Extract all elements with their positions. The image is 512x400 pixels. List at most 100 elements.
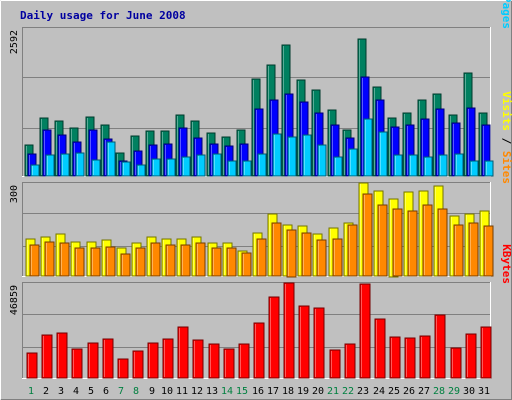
bar-kbytes: 2: 21300 — [41, 334, 53, 379]
bar-sites: 10: 100 — [165, 244, 176, 277]
x-axis-day-label: 24 — [373, 386, 385, 397]
bar-pages: 28: 360 — [438, 154, 448, 177]
x-axis-day-label: 22 — [342, 386, 354, 397]
x-axis-day-label: 25 — [388, 386, 400, 397]
y-axis-max-label: 2592 — [9, 30, 20, 54]
bar-sites: 8: 90 — [135, 247, 146, 277]
bar-pages: 21: 340 — [333, 156, 343, 177]
bar-kbytes: 29: 14600 — [450, 347, 462, 379]
bar-sites: 4: 90 — [74, 247, 85, 277]
bar-kbytes: 1: 12300 — [26, 352, 38, 379]
bar-pages: 4: 410 — [75, 152, 85, 177]
bar-sites: 12: 105 — [195, 242, 206, 277]
bar-sites: 22: 165 — [347, 224, 358, 277]
bar-pages: 23: 990 — [363, 118, 373, 177]
bar-kbytes: 4: 14500 — [71, 348, 83, 379]
bar-pages: 16: 380 — [257, 153, 267, 177]
bar-sites: 25: 215 — [392, 208, 403, 277]
bar-sites: 26: 210 — [407, 210, 418, 277]
bar-kbytes: 7: 9300 — [117, 358, 129, 379]
bar-sites: 15: 75 — [241, 252, 252, 277]
bar-kbytes: 22: 16900 — [344, 343, 356, 379]
x-axis-day-label: 20 — [312, 386, 324, 397]
series-kbytes: 1: 123002: 213003: 222004: 14500 5: 17200… — [26, 282, 492, 379]
x-axis-day-label: 11 — [176, 386, 188, 397]
bar-kbytes: 3: 22200 — [56, 332, 68, 379]
x-axis-day-label: 7 — [118, 386, 124, 397]
x-axis-day-label: 6 — [103, 386, 109, 397]
chart-title: Daily usage for June 2008 — [20, 9, 186, 22]
bar-sites: 5: 90 — [90, 247, 101, 277]
panel-series-legend: Hits / Files / Pages — [500, 0, 512, 29]
legend-entry: Pages — [500, 0, 512, 29]
bar-pages: 9: 300 — [151, 158, 161, 177]
bar-sites: 13: 90 — [211, 247, 222, 277]
x-axis-day-label: 27 — [418, 386, 430, 397]
bar-kbytes: 14: 14100 — [223, 348, 235, 379]
panel-kbytes: 46859 KBytes 1: 123002: 213003: 222004: 14… — [9, 244, 512, 379]
bar-sites: 7: 70 — [120, 253, 131, 277]
legend-entry: / — [500, 131, 512, 151]
bar-sites: 17: 170 — [271, 222, 282, 277]
bar-pages: 27: 330 — [423, 156, 433, 177]
legend-entry: KBytes — [500, 244, 512, 284]
bar-sites: 19: 140 — [301, 232, 312, 277]
legend-entry: Sites — [500, 151, 512, 184]
x-axis-day-label: 17 — [267, 386, 279, 397]
bar-kbytes: 15: 16900 — [238, 343, 250, 379]
bar-pages: 18: 680 — [287, 136, 297, 177]
bar-kbytes: 25: 20400 — [389, 336, 401, 379]
bar-sites: 20: 115 — [316, 239, 327, 277]
bar-sites: 21: 120 — [332, 238, 343, 277]
bar-sites: 11: 100 — [180, 244, 191, 277]
chart-panels: 2592Hits / Files / Pages1: 5502: 10203: … — [9, 0, 512, 379]
x-axis-day-label: 13 — [206, 386, 218, 397]
bar-pages: 19: 710 — [302, 134, 312, 177]
bar-pages: 6: 600 — [106, 141, 116, 177]
bar-pages: 10: 300 — [166, 158, 176, 177]
panel-series-legend: Visits / Sites — [500, 91, 512, 184]
bar-kbytes: 27: 20800 — [419, 335, 431, 379]
bar-kbytes: 16: 27000 — [253, 322, 265, 379]
bar-pages: 5: 280 — [91, 159, 101, 177]
panel-hits-files-pages: 2592Hits / Files / Pages1: 5502: 10203: … — [9, 0, 512, 177]
x-axis-day-label: 2 — [43, 386, 49, 397]
x-axis-day-label: 26 — [403, 386, 415, 397]
bar-kbytes: 12: 18600 — [192, 339, 204, 379]
x-axis-day-label: 18 — [282, 386, 294, 397]
x-axis-day-label: 16 — [252, 386, 264, 397]
bar-sites: 14: 90 — [226, 247, 237, 277]
bar-pages: 17: 730 — [272, 133, 282, 177]
bar-kbytes: 23: 46600 — [359, 283, 371, 379]
x-axis-day-label: 3 — [58, 386, 64, 397]
bar-kbytes: 28: 31100 — [434, 314, 446, 379]
x-axis-day-label: 23 — [357, 386, 369, 397]
bar-pages: 31: 270 — [484, 160, 494, 177]
bar-kbytes: 24: 28900 — [374, 318, 386, 379]
bar-kbytes: 21: 13600 — [329, 349, 341, 379]
bar-pages: 7: 240 — [121, 161, 131, 177]
bar-pages: 30: 270 — [469, 160, 479, 177]
bar-pages: 12: 360 — [196, 154, 206, 177]
bar-pages: 14: 260 — [227, 160, 237, 177]
series-sites: 1: 100 2: 110 3: 105 4: 90 5: 90 6: 95 7: 70 8:… — [29, 193, 494, 278]
bar-kbytes: 19: 35700 — [298, 305, 310, 379]
bar-sites: 30: 170 — [468, 222, 479, 277]
bar-sites: 29: 165 — [453, 224, 464, 277]
x-axis-day-label: 9 — [149, 386, 155, 397]
bar-pages: 8: 190 — [136, 164, 146, 177]
bar-sites: 28: 215 — [437, 208, 448, 277]
bar-sites: 31: 160 — [483, 225, 494, 277]
bar-kbytes: 30: 21500 — [465, 333, 477, 379]
bar-kbytes: 31: 25000 — [480, 326, 492, 379]
x-axis-day-label: 12 — [191, 386, 203, 397]
x-axis-day-label: 31 — [478, 386, 490, 397]
bar-pages: 25: 360 — [393, 154, 403, 177]
x-axis-day-label: 14 — [221, 386, 233, 397]
bar-pages: 22: 480 — [348, 148, 358, 177]
bar-kbytes: 9: 17500 — [147, 342, 159, 379]
x-axis-day-labels: 1 2 3 4 5 6 7 8 9 10 11 12 13 14 15 16 17 18 19 20 21 22 23 24 2… — [28, 386, 490, 397]
series-pages: 1: 190 2: 370 3: 380 4: 410 5: 280 6: 600 7: 2… — [30, 118, 494, 177]
